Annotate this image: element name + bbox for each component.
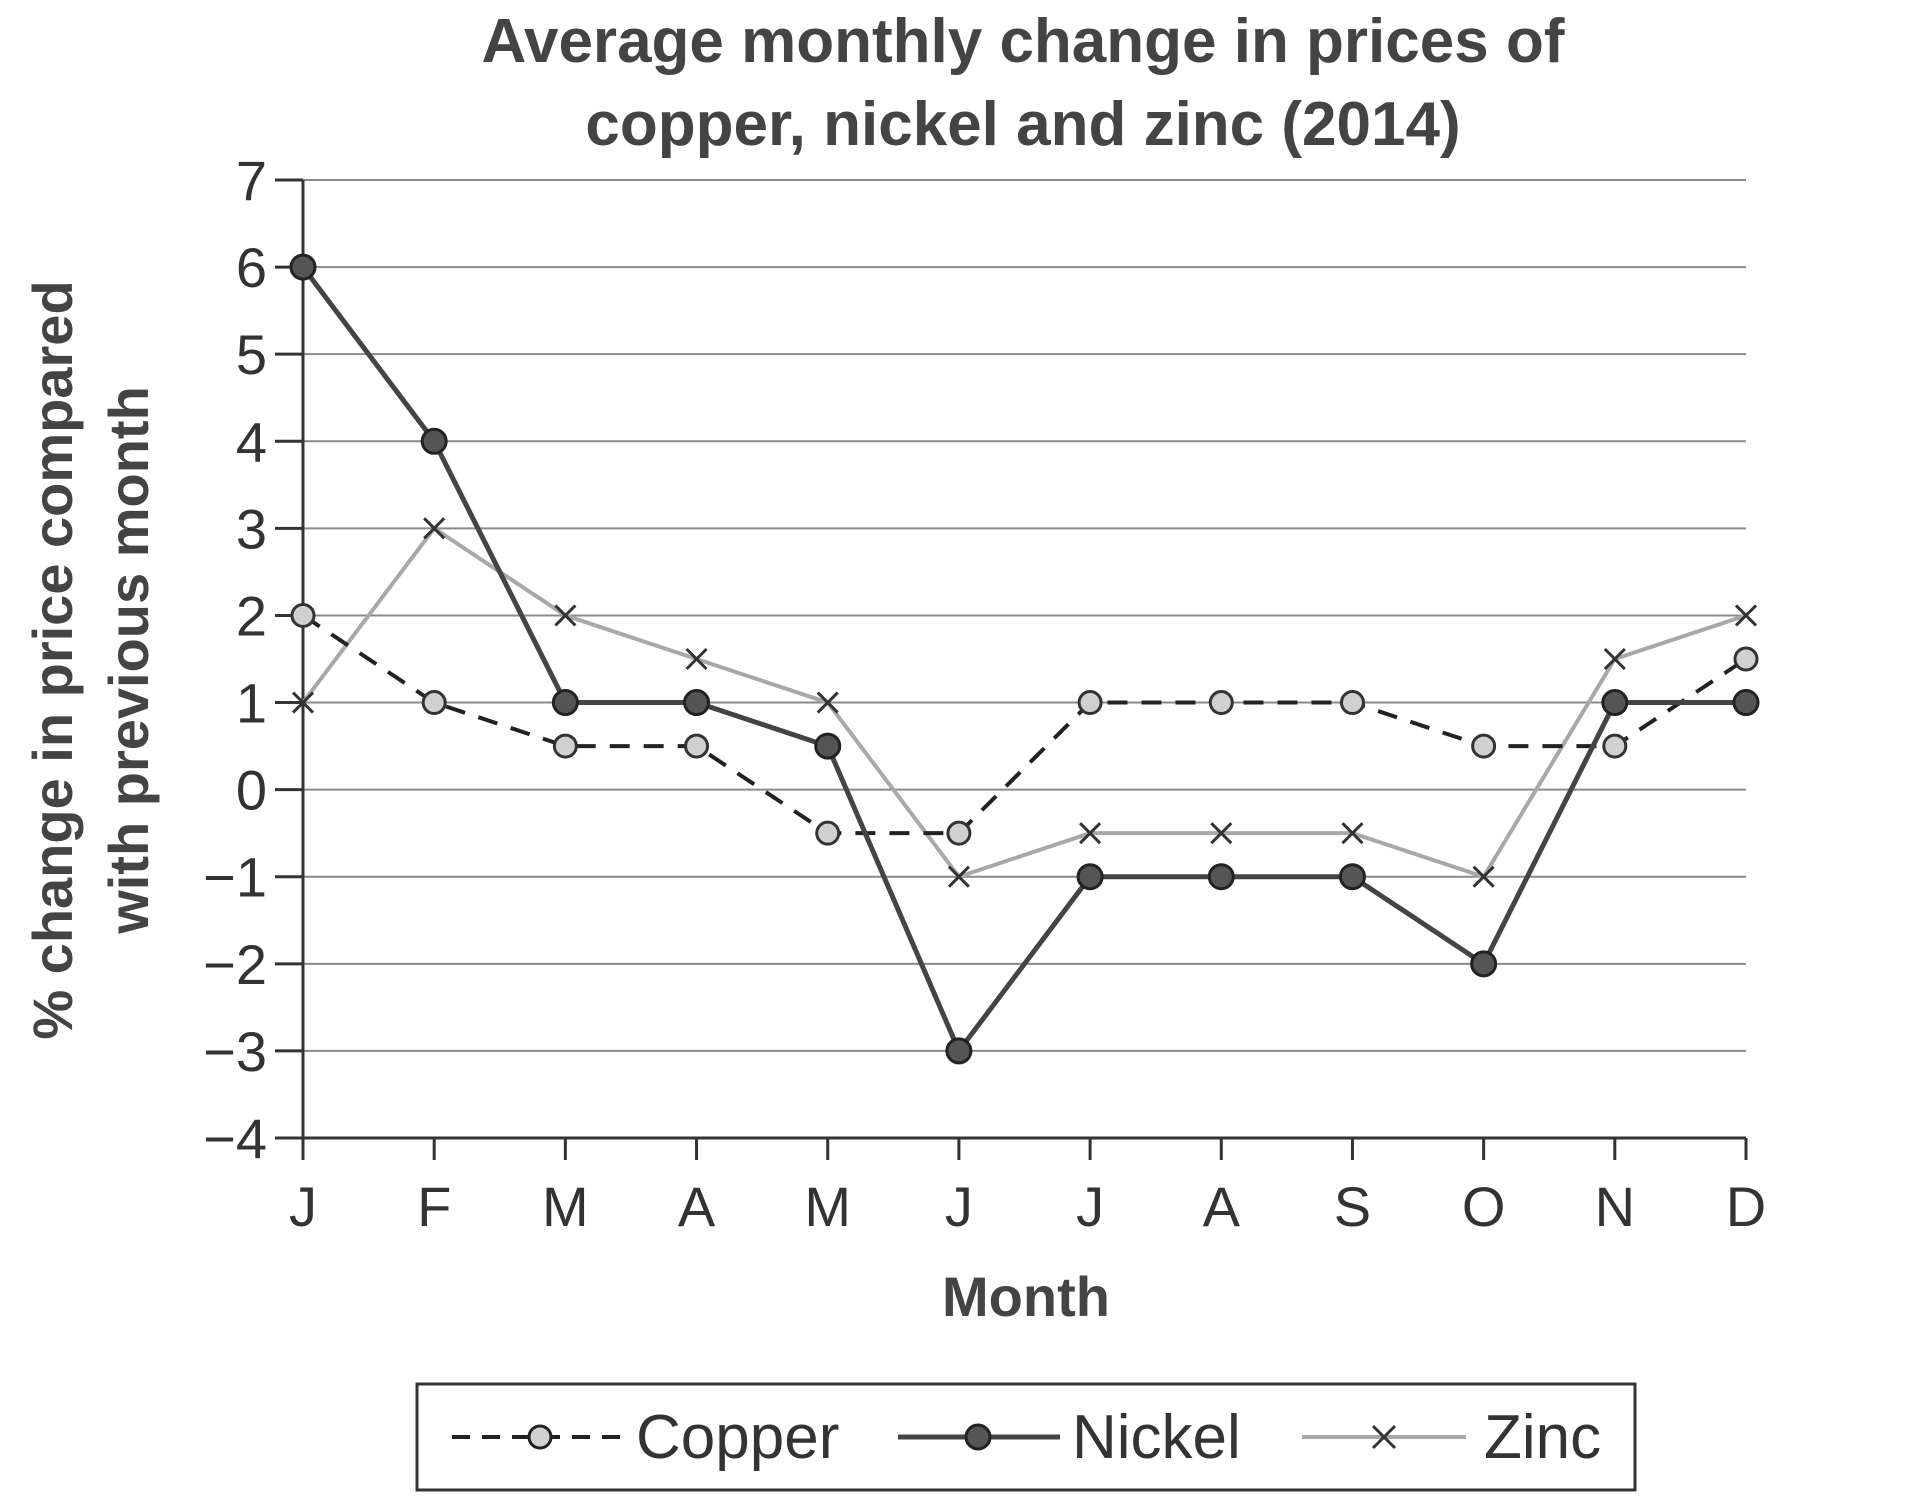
zinc-point <box>291 691 315 714</box>
y-tick-label: 2 <box>236 584 267 647</box>
axes: 7 6 5 4 3 2 1 0 −1 −2 −3 −4 J F M A M J J A S O N D <box>203 149 1766 1238</box>
zinc-point <box>1341 822 1364 845</box>
zinc-point <box>554 604 577 627</box>
chart-title-line-2: copper, nickel and zinc (2014) <box>585 90 1460 159</box>
nickel-point <box>420 427 448 455</box>
legend-copper-marker <box>527 1424 553 1450</box>
chart-title-line-1: Average monthly change in prices of <box>482 7 1565 76</box>
nickel-point <box>1338 863 1366 891</box>
zinc-point <box>1472 865 1495 888</box>
y-tick-label: −2 <box>203 933 267 996</box>
x-tick-label: D <box>1726 1175 1766 1238</box>
nickel-point <box>945 1037 973 1065</box>
y-axis-title-line-2: with previous month <box>97 386 160 935</box>
copper-point <box>1733 646 1759 672</box>
series <box>289 253 1760 1065</box>
copper-line <box>301 613 1748 836</box>
zinc-point <box>1210 822 1233 845</box>
zinc-point <box>423 517 446 540</box>
copper-point <box>1208 690 1234 716</box>
x-tick-label: S <box>1334 1175 1371 1238</box>
x-axis-title: Month <box>942 1265 1110 1328</box>
y-tick-label: 1 <box>236 672 267 735</box>
x-tick-label: A <box>678 1175 716 1238</box>
nickel-point <box>1470 950 1498 978</box>
x-tick-label: N <box>1595 1175 1635 1238</box>
nickel-line <box>301 265 1746 1054</box>
copper-point <box>815 820 841 846</box>
x-tick-label: J <box>1076 1175 1104 1238</box>
y-axis-title-line-1: % change in price compared <box>21 280 84 1039</box>
y-tick-label: 4 <box>236 410 267 473</box>
x-tick-label: F <box>417 1175 451 1238</box>
y-tick-label: 7 <box>236 149 267 212</box>
legend-nickel-label: Nickel <box>1072 1403 1241 1472</box>
y-tick-label: 5 <box>236 323 267 386</box>
nickel-point <box>1732 689 1760 717</box>
nickel-point <box>683 689 711 717</box>
series-zinc <box>291 517 1758 888</box>
zinc-point <box>816 691 839 714</box>
series-nickel <box>289 253 1760 1065</box>
y-tick-label: −1 <box>203 846 267 909</box>
x-tick-label: A <box>1203 1175 1241 1238</box>
zinc-point <box>685 647 708 671</box>
legend-zinc-label: Zinc <box>1484 1403 1601 1472</box>
copper-point <box>552 733 578 759</box>
y-tick-label: 3 <box>236 497 267 560</box>
x-tick-label: J <box>945 1175 973 1238</box>
y-tick-label: 6 <box>236 236 267 299</box>
copper-point <box>290 602 316 628</box>
x-tick-label: M <box>542 1175 589 1238</box>
legend-zinc-marker <box>1371 1424 1397 1450</box>
y-tick-label: −4 <box>203 1107 267 1170</box>
nickel-point <box>1207 863 1235 891</box>
copper-point <box>1471 733 1497 759</box>
grid-lines <box>303 179 1746 1052</box>
nickel-point <box>289 253 317 281</box>
zinc-point <box>947 865 970 888</box>
zinc-line <box>301 526 1747 879</box>
copper-point <box>684 733 710 759</box>
legend-nickel-marker <box>964 1423 992 1451</box>
zinc-point <box>1079 822 1102 845</box>
nickel-point <box>814 732 842 760</box>
x-tick-label: J <box>289 1175 317 1238</box>
nickel-point <box>1601 689 1629 717</box>
x-tick-label: M <box>804 1175 851 1238</box>
legend-copper-label: Copper <box>636 1403 839 1472</box>
y-tick-label: −3 <box>203 1020 267 1083</box>
copper-point <box>1602 733 1628 759</box>
y-tick-label: 0 <box>236 759 267 822</box>
copper-point <box>421 690 447 716</box>
nickel-point <box>1076 863 1104 891</box>
copper-point <box>1339 690 1365 716</box>
zinc-point <box>1734 604 1758 627</box>
x-tick-label: O <box>1462 1175 1506 1238</box>
copper-point <box>946 820 972 846</box>
nickel-point <box>551 689 579 717</box>
copper-point <box>1077 690 1103 716</box>
series-copper <box>290 602 1759 846</box>
zinc-point <box>1603 647 1626 671</box>
legend: Copper Nickel Zinc <box>415 1382 1637 1492</box>
